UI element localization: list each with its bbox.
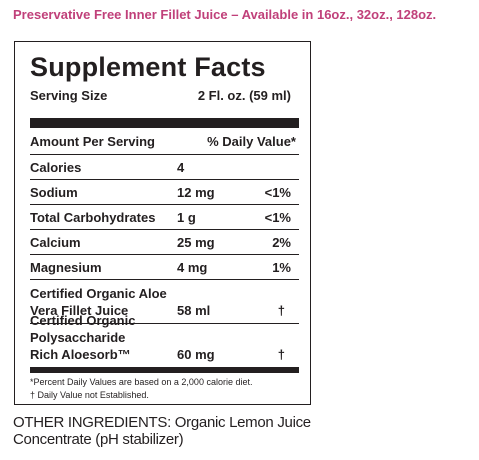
aloe-juice-row: Certified Organic Aloe Vera Fillet Juice… [30, 279, 299, 323]
facts-title: Supplement Facts [30, 52, 266, 82]
other-ingredients: OTHER INGREDIENTS: Organic Lemon Juice C… [13, 414, 311, 448]
nutrient-name: Total Carbohydrates [30, 209, 156, 225]
aloe-juice-dv: † [277, 303, 285, 318]
daily-value-header: % Daily Value* [207, 133, 296, 149]
serving-size-label: Serving Size [30, 87, 108, 103]
thick-divider [30, 118, 299, 128]
footnote-not-established: † Daily Value not Established. [30, 390, 149, 400]
polysaccharide-dv: † [277, 347, 285, 362]
polysaccharide-amount: 60 mg [177, 347, 215, 362]
serving-size-row: Serving Size 2 Fl. oz. (59 ml) [30, 84, 299, 106]
footnote-daily-values: *Percent Daily Values are based on a 2,0… [30, 377, 253, 387]
nutrient-row: Calories 4 [30, 154, 299, 179]
nutrient-name: Calcium [30, 234, 81, 250]
polysaccharide-name: Certified Organic Polysaccharide Rich Al… [30, 312, 177, 363]
nutrient-amount: 4 [177, 159, 185, 175]
aloe-juice-name-line2: Vera Fillet Juice [30, 303, 129, 318]
amount-per-serving-header: Amount Per Serving [30, 133, 155, 149]
nutrient-row: Sodium 12 mg <1% [30, 179, 299, 204]
bottom-thick-divider [30, 367, 299, 373]
nutrient-row: Total Carbohydrates 1 g <1% [30, 204, 299, 229]
nutrient-amount: 4 mg [177, 259, 208, 275]
nutrient-name: Magnesium [30, 259, 102, 275]
aloe-juice-name: Certified Organic Aloe Vera Fillet Juice [30, 285, 177, 319]
nutrient-name: Calories [30, 159, 82, 175]
polysaccharide-name-line2: Rich Aloesorb™ [30, 347, 131, 362]
nutrient-row: Magnesium 4 mg 1% [30, 254, 299, 279]
aloe-juice-amount: 58 ml [177, 303, 211, 318]
aloe-juice-name-line1: Certified Organic Aloe [30, 286, 167, 301]
product-headline: Preservative Free Inner Fillet Juice – A… [13, 7, 437, 22]
supplement-facts-panel: Supplement Facts Serving Size 2 Fl. oz. … [14, 41, 311, 405]
serving-size-value: 2 Fl. oz. (59 ml) [197, 87, 291, 103]
nutrient-amount: 25 mg [177, 234, 215, 250]
polysaccharide-name-line1: Certified Organic Polysaccharide [30, 313, 136, 345]
nutrient-dv: <1% [264, 209, 291, 225]
nutrient-dv: 1% [272, 259, 291, 275]
nutrient-dv: 2% [272, 234, 291, 250]
nutrient-row: Calcium 25 mg 2% [30, 229, 299, 254]
footnotes: *Percent Daily Values are based on a 2,0… [30, 373, 299, 402]
nutrient-amount: 1 g [177, 209, 196, 225]
amount-header-row: Amount Per Serving % Daily Value* [30, 128, 299, 154]
polysaccharide-row: Certified Organic Polysaccharide Rich Al… [30, 313, 299, 367]
nutrient-amount: 12 mg [177, 184, 215, 200]
nutrient-name: Sodium [30, 184, 78, 200]
nutrient-dv: <1% [264, 184, 291, 200]
